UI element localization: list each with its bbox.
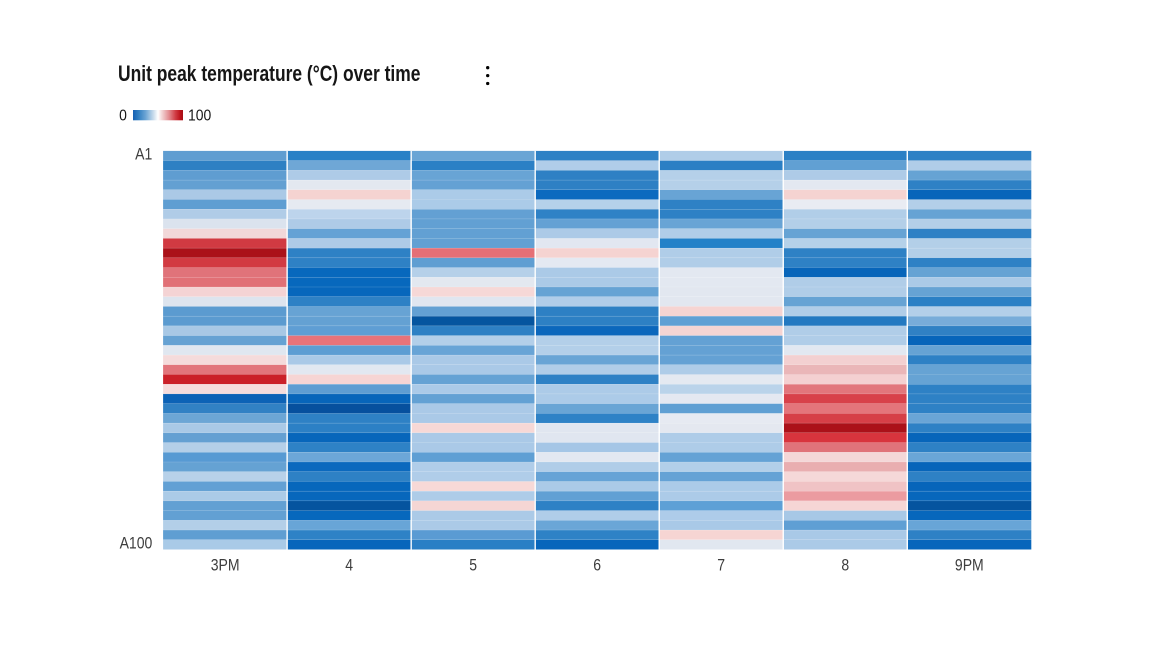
svg-text:7: 7 — [717, 557, 725, 575]
svg-text:3PM: 3PM — [211, 557, 240, 575]
svg-text:4: 4 — [345, 557, 353, 575]
svg-text:100: 100 — [188, 108, 211, 125]
svg-text:6: 6 — [593, 557, 601, 575]
svg-text:A100: A100 — [120, 535, 153, 553]
svg-text:8: 8 — [841, 557, 849, 575]
svg-text:A1: A1 — [135, 146, 152, 164]
svg-text:Unit peak temperature (°C) ove: Unit peak temperature (°C) over time — [118, 62, 420, 86]
svg-text:5: 5 — [469, 557, 477, 575]
svg-text:0: 0 — [119, 108, 127, 125]
svg-text:9PM: 9PM — [955, 557, 984, 575]
